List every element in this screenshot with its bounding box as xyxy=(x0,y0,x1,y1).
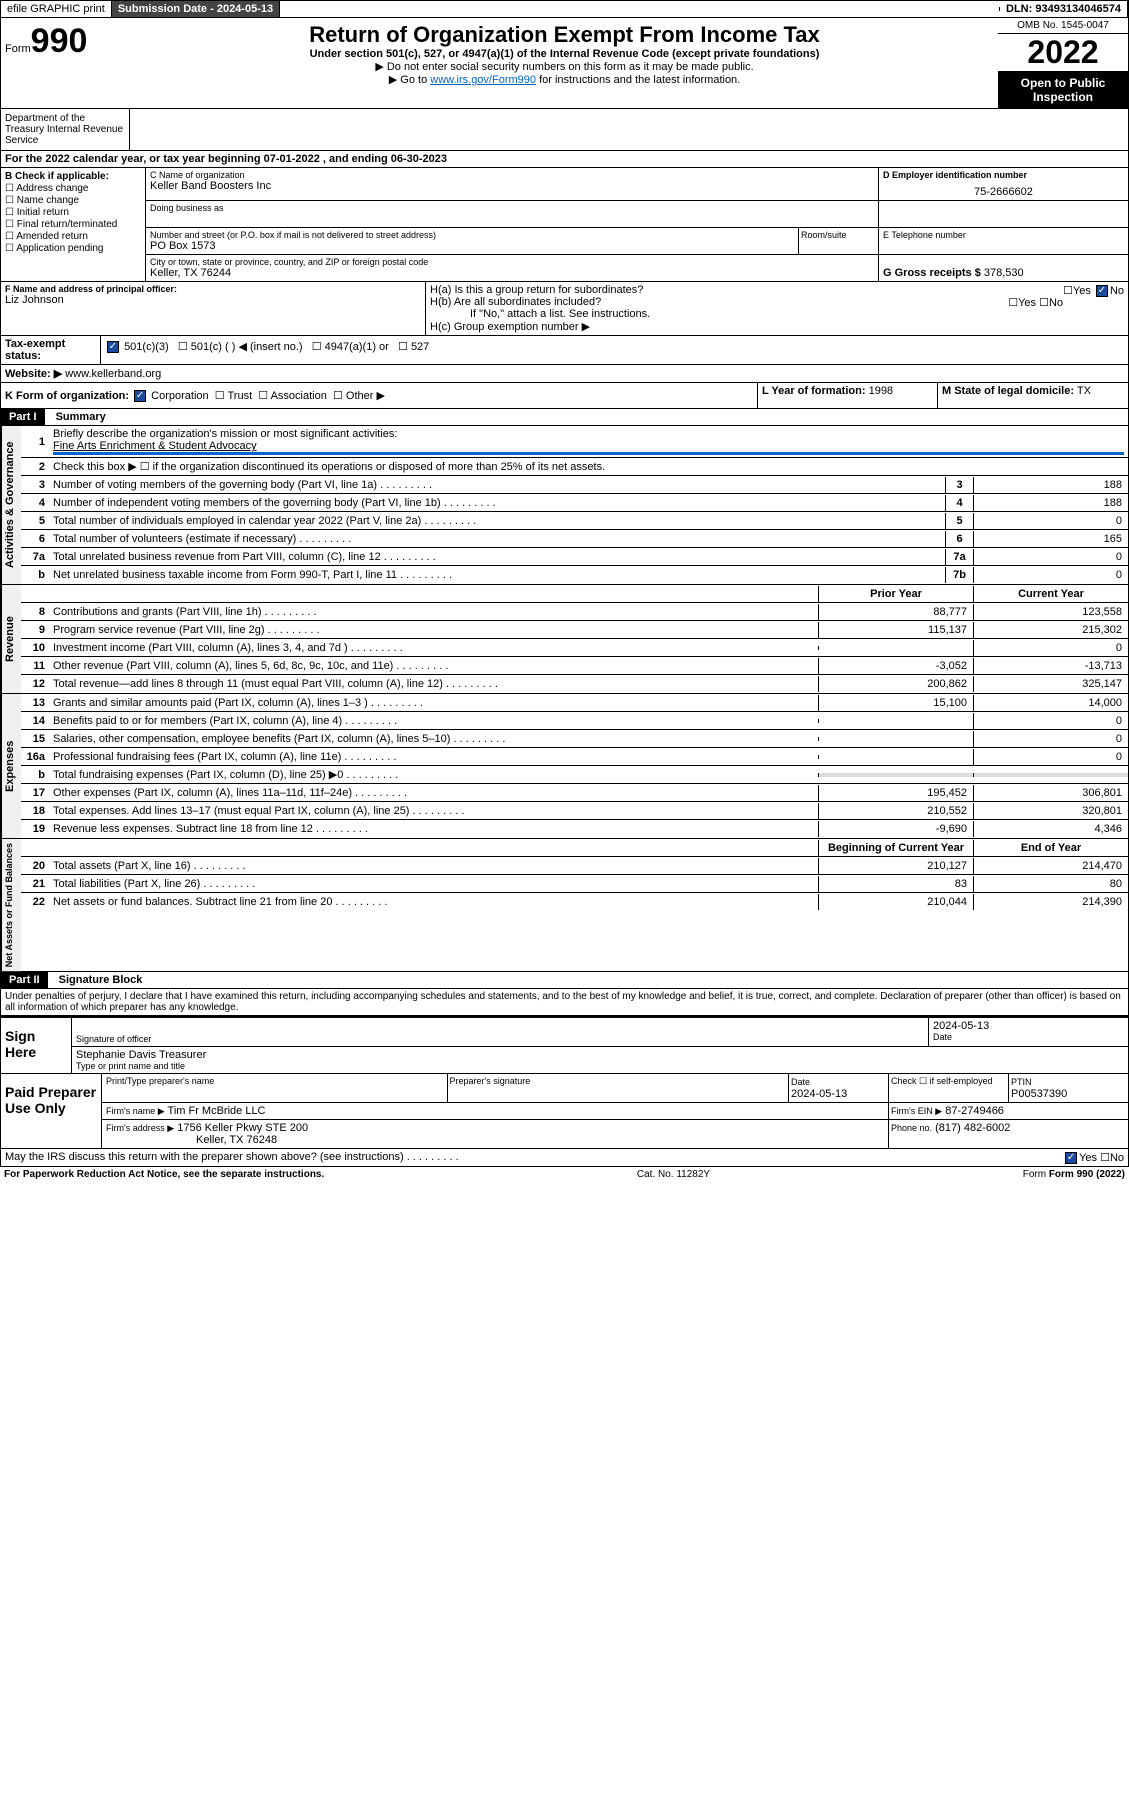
data-line: 11Other revenue (Part VIII, column (A), … xyxy=(21,657,1128,675)
data-line: 16aProfessional fundraising fees (Part I… xyxy=(21,748,1128,766)
data-line: 17Other expenses (Part IX, column (A), l… xyxy=(21,784,1128,802)
data-line: 12Total revenue—add lines 8 through 11 (… xyxy=(21,675,1128,693)
open-badge: Open to Public Inspection xyxy=(998,72,1128,108)
gov-line: bNet unrelated business taxable income f… xyxy=(21,566,1128,584)
data-line: 20Total assets (Part X, line 16)210,1272… xyxy=(21,857,1128,875)
gov-line: 5Total number of individuals employed in… xyxy=(21,512,1128,530)
website: www.kellerband.org xyxy=(65,368,161,380)
dln: DLN: 93493134046574 xyxy=(1000,1,1128,17)
page-title: Return of Organization Exempt From Incom… xyxy=(139,22,990,48)
part1-header: Part I xyxy=(1,409,45,425)
topbar: efile GRAPHIC print Submission Date - 20… xyxy=(0,0,1129,18)
gov-line: 4Number of independent voting members of… xyxy=(21,494,1128,512)
year-formation: 1998 xyxy=(869,385,893,397)
tax-year: 2022 xyxy=(998,34,1128,72)
gov-line: 6Total number of volunteers (estimate if… xyxy=(21,530,1128,548)
data-line: 21Total liabilities (Part X, line 26)838… xyxy=(21,875,1128,893)
data-line: 18Total expenses. Add lines 13–17 (must … xyxy=(21,802,1128,820)
ein: 75-2666602 xyxy=(883,180,1124,198)
header-info-block: B Check if applicable: ☐ Address change … xyxy=(0,168,1129,282)
dept-treasury: Department of the Treasury Internal Reve… xyxy=(0,109,130,151)
data-line: 19Revenue less expenses. Subtract line 1… xyxy=(21,820,1128,838)
data-line: 22Net assets or fund balances. Subtract … xyxy=(21,893,1128,911)
gross-receipts: 378,530 xyxy=(984,267,1024,279)
officer-name: Stephanie Davis Treasurer xyxy=(76,1049,1124,1061)
firm-phone: (817) 482-6002 xyxy=(935,1122,1010,1134)
irs-link[interactable]: www.irs.gov/Form990 xyxy=(430,74,536,86)
data-line: 15Salaries, other compensation, employee… xyxy=(21,730,1128,748)
efile-label: efile GRAPHIC print xyxy=(1,1,112,17)
501c3-checkbox[interactable]: ✓ xyxy=(107,341,119,353)
data-line: 8Contributions and grants (Part VIII, li… xyxy=(21,603,1128,621)
gov-line: 7aTotal unrelated business revenue from … xyxy=(21,548,1128,566)
gov-line: 3Number of voting members of the governi… xyxy=(21,476,1128,494)
part2-header: Part II xyxy=(1,972,48,988)
data-line: 13Grants and similar amounts paid (Part … xyxy=(21,694,1128,712)
org-city: Keller, TX 76244 xyxy=(150,267,874,279)
data-line: bTotal fundraising expenses (Part IX, co… xyxy=(21,766,1128,784)
ptin: P00537390 xyxy=(1011,1088,1067,1100)
org-address: PO Box 1573 xyxy=(150,240,794,252)
omb: OMB No. 1545-0047 xyxy=(998,18,1128,34)
tax-exempt-label: Tax-exempt status: xyxy=(1,336,101,364)
mission: Fine Arts Enrichment & Student Advocacy xyxy=(53,440,257,452)
firm-name: Tim Fr McBride LLC xyxy=(168,1105,266,1117)
declaration: Under penalties of perjury, I declare th… xyxy=(0,989,1129,1016)
data-line: 14Benefits paid to or for members (Part … xyxy=(21,712,1128,730)
gov-label: Activities & Governance xyxy=(1,426,21,584)
data-line: 9Program service revenue (Part VIII, lin… xyxy=(21,621,1128,639)
principal-officer: Liz Johnson xyxy=(5,294,421,306)
domicile: TX xyxy=(1077,385,1091,397)
data-line: 10Investment income (Part VIII, column (… xyxy=(21,639,1128,657)
org-name: Keller Band Boosters Inc xyxy=(150,180,874,192)
period-line: For the 2022 calendar year, or tax year … xyxy=(1,151,1128,167)
form-number: 990 xyxy=(31,22,88,60)
form-header: Form990 Return of Organization Exempt Fr… xyxy=(0,18,1129,109)
submission-date[interactable]: Submission Date - 2024-05-13 xyxy=(112,1,280,17)
